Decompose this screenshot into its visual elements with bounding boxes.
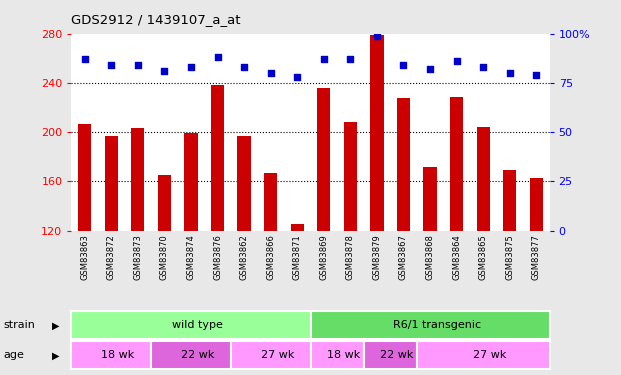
Text: 18 wk: 18 wk [327, 350, 360, 360]
Point [451, 58, 461, 64]
Text: GSM83879: GSM83879 [373, 235, 381, 280]
Bar [71, 311, 310, 339]
Bar [104, 136, 118, 231]
Text: ▶: ▶ [52, 320, 59, 330]
Bar [364, 341, 417, 369]
Text: GSM83873: GSM83873 [134, 235, 142, 280]
Bar [158, 175, 171, 231]
Bar [370, 35, 384, 231]
Point [79, 56, 89, 62]
Bar [131, 129, 145, 231]
Point [425, 66, 435, 72]
Point [186, 64, 196, 70]
Point [532, 72, 542, 78]
Text: GSM83872: GSM83872 [107, 235, 116, 280]
Text: GSM83865: GSM83865 [479, 235, 487, 280]
Point [292, 74, 302, 80]
Bar [237, 136, 251, 231]
Bar [476, 127, 490, 231]
Text: GSM83866: GSM83866 [266, 235, 275, 280]
Text: GSM83869: GSM83869 [319, 235, 329, 280]
Text: wild type: wild type [172, 320, 223, 330]
Text: 22 wk: 22 wk [380, 350, 414, 360]
Point [106, 62, 116, 68]
Text: GSM83864: GSM83864 [452, 235, 461, 280]
Text: 22 wk: 22 wk [181, 350, 214, 360]
Bar [343, 122, 357, 231]
Point [160, 68, 170, 74]
Bar [291, 225, 304, 231]
Point [319, 56, 329, 62]
Text: GSM83867: GSM83867 [399, 235, 408, 280]
Bar [211, 86, 224, 231]
Text: ▶: ▶ [52, 350, 59, 360]
Bar [397, 98, 410, 231]
Bar [310, 341, 364, 369]
Text: GSM83876: GSM83876 [213, 235, 222, 280]
Bar [424, 166, 437, 231]
Text: age: age [3, 350, 24, 360]
Text: GSM83870: GSM83870 [160, 235, 169, 280]
Bar [310, 311, 550, 339]
Bar [71, 341, 151, 369]
Bar [151, 341, 231, 369]
Text: GSM83863: GSM83863 [80, 235, 89, 280]
Point [212, 54, 222, 60]
Text: GSM83868: GSM83868 [425, 235, 435, 280]
Point [345, 56, 355, 62]
Text: GSM83875: GSM83875 [505, 235, 514, 280]
Bar [264, 173, 278, 231]
Text: GSM83874: GSM83874 [186, 235, 196, 280]
Text: GSM83862: GSM83862 [240, 235, 248, 280]
Bar [231, 341, 310, 369]
Bar [317, 88, 330, 231]
Bar [417, 341, 550, 369]
Text: GSM83871: GSM83871 [292, 235, 302, 280]
Point [399, 62, 409, 68]
Point [372, 33, 382, 39]
Text: strain: strain [3, 320, 35, 330]
Bar [503, 170, 517, 231]
Text: R6/1 transgenic: R6/1 transgenic [392, 320, 481, 330]
Point [478, 64, 488, 70]
Text: GSM83877: GSM83877 [532, 235, 541, 280]
Text: 27 wk: 27 wk [473, 350, 507, 360]
Bar [78, 124, 91, 231]
Point [505, 70, 515, 76]
Point [266, 70, 276, 76]
Text: 18 wk: 18 wk [101, 350, 135, 360]
Point [239, 64, 249, 70]
Bar [530, 178, 543, 231]
Text: GDS2912 / 1439107_a_at: GDS2912 / 1439107_a_at [71, 13, 241, 26]
Bar [184, 134, 197, 231]
Text: GSM83878: GSM83878 [346, 235, 355, 280]
Bar [450, 96, 463, 231]
Text: 27 wk: 27 wk [261, 350, 294, 360]
Point [133, 62, 143, 68]
